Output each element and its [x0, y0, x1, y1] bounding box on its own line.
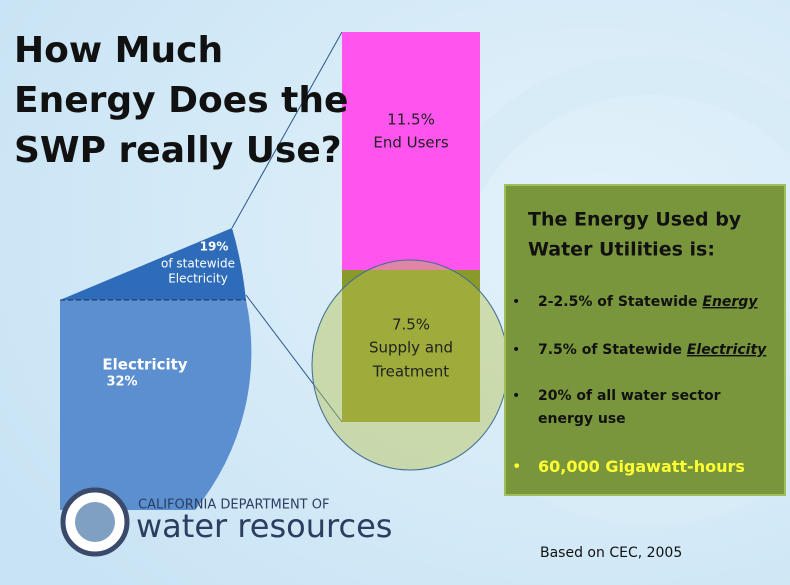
bullet-emphasis: Energy	[702, 294, 758, 310]
bar-bottom-label: Treatment	[372, 363, 449, 381]
logo-agency: CALIFORNIA DEPARTMENT OF	[138, 498, 329, 513]
bullet-text-part: 7.5% of Statewide	[538, 342, 687, 358]
pie-slice-label: of statewide	[161, 257, 235, 271]
bullet-text: energy use	[538, 411, 626, 427]
bullet-text: 2-2.5% of Statewide Energy	[538, 294, 758, 310]
box-heading: The Energy Used by	[528, 209, 742, 231]
source: Based on CEC, 2005	[540, 545, 682, 561]
bar-top	[342, 32, 480, 270]
pie-slice-value: 19%	[200, 240, 229, 254]
logo-seal-inner	[75, 502, 115, 542]
bar-bottom	[342, 270, 480, 422]
title: SWP really Use?	[14, 130, 342, 171]
bar-top-value: 11.5%	[387, 111, 435, 129]
pie-main-label: Electricity	[102, 356, 187, 374]
logo-name: water resources	[136, 507, 392, 545]
bullet-text-part: 2-2.5% of Statewide	[538, 294, 702, 310]
title: How Much	[14, 30, 223, 71]
pie-slice-label: Electricity	[168, 272, 228, 286]
title: Energy Does the	[14, 80, 348, 121]
pie-main-value: 32%	[106, 375, 137, 390]
bullet-dot: •	[512, 342, 520, 358]
bullet-dot: •	[512, 388, 520, 404]
bullet-text: 7.5% of Statewide Electricity	[538, 342, 767, 358]
pie-main	[60, 300, 252, 510]
bar-bottom-label: Supply and	[369, 339, 453, 357]
bar-top-label: End Users	[373, 134, 448, 152]
box-heading: Water Utilities is:	[528, 239, 715, 261]
bullet-text: 60,000 Gigawatt-hours	[538, 457, 745, 476]
bullet-dot: •	[512, 294, 520, 310]
info-box	[504, 184, 786, 496]
bullet-text: 20% of all water sector	[538, 388, 721, 404]
connector	[231, 31, 343, 229]
connector	[245, 294, 343, 423]
bar-bottom-value: 7.5%	[392, 316, 430, 334]
bullet-text-part: 60,000 Gigawatt-hours	[538, 457, 745, 476]
pie-slice	[60, 228, 246, 300]
bullet-emphasis: Electricity	[687, 342, 767, 358]
bullet-dot: •	[512, 457, 521, 476]
